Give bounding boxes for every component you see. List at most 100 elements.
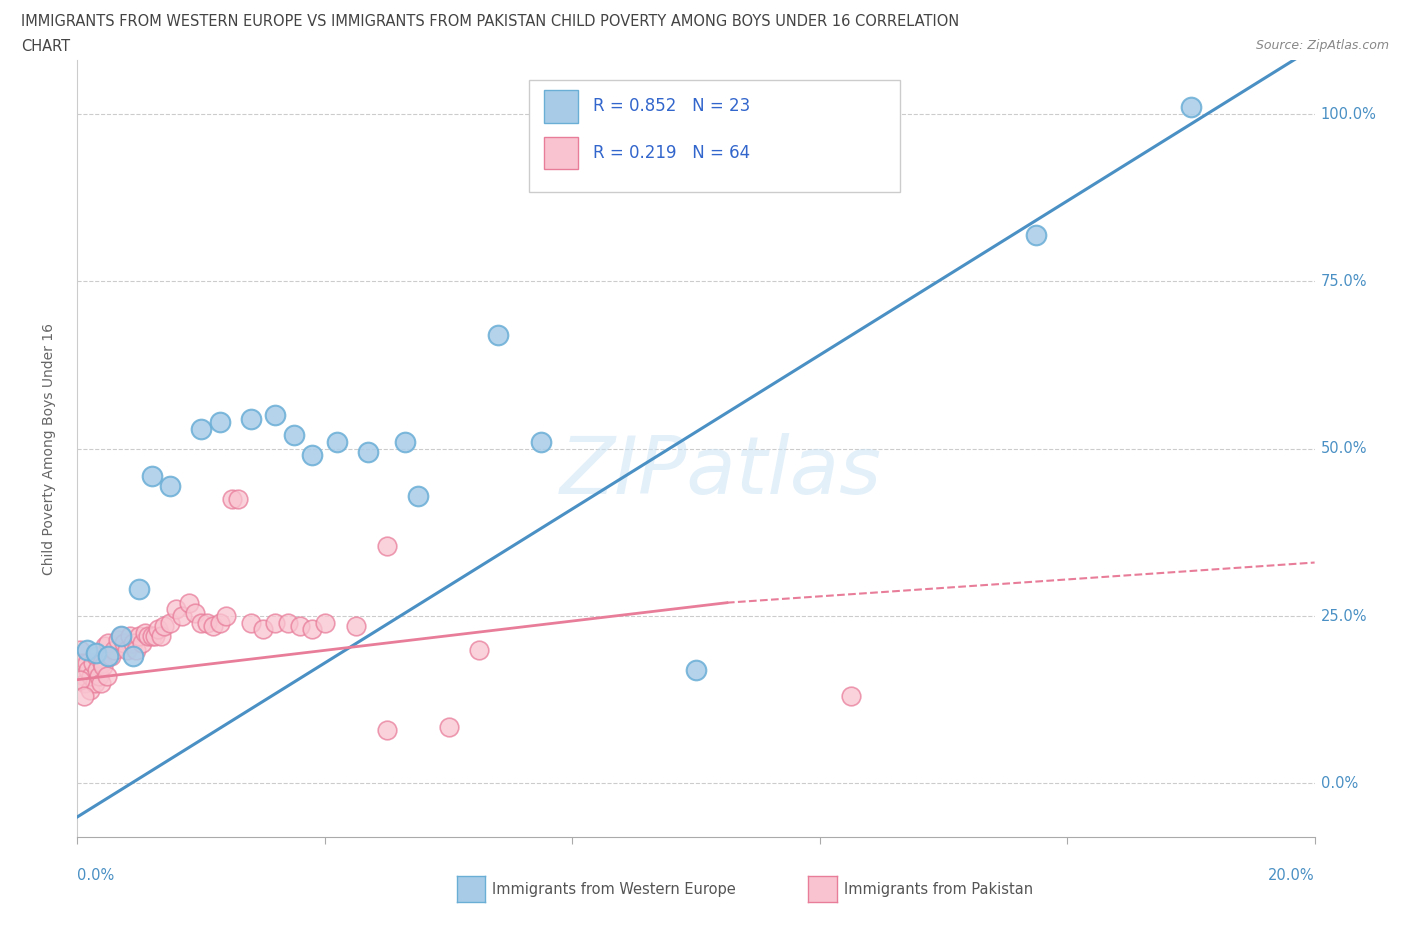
Point <box>84 645 107 660</box>
Y-axis label: Child Poverty Among Boys Under 16: Child Poverty Among Boys Under 16 <box>42 323 56 575</box>
Point <box>110 629 132 644</box>
Point <box>97 635 120 650</box>
Point <box>76 642 98 657</box>
Text: 75.0%: 75.0% <box>1320 273 1367 289</box>
Point <box>226 491 249 506</box>
Text: 0.0%: 0.0% <box>1320 776 1358 790</box>
Point <box>468 642 491 657</box>
Point <box>125 642 148 657</box>
Point <box>77 662 100 677</box>
Point <box>375 538 398 553</box>
Point <box>80 669 103 684</box>
Point <box>530 434 553 449</box>
Text: 50.0%: 50.0% <box>1320 441 1367 457</box>
Point <box>138 629 160 644</box>
Point <box>103 642 125 657</box>
Point <box>839 689 862 704</box>
FancyBboxPatch shape <box>544 137 578 169</box>
Point <box>314 616 336 631</box>
Point <box>486 327 509 342</box>
Point <box>208 415 231 430</box>
Text: R = 0.852   N = 23: R = 0.852 N = 23 <box>593 98 751 115</box>
Text: Source: ZipAtlas.com: Source: ZipAtlas.com <box>1256 39 1389 52</box>
Point <box>190 616 212 631</box>
Point <box>394 434 416 449</box>
Point <box>96 669 118 684</box>
Text: 20.0%: 20.0% <box>1268 868 1315 883</box>
Point <box>208 616 231 631</box>
Point <box>277 616 299 631</box>
Point <box>141 468 163 483</box>
Point <box>110 629 132 644</box>
Point <box>146 622 169 637</box>
Point <box>437 719 460 734</box>
Point <box>97 649 120 664</box>
Text: Immigrants from Pakistan: Immigrants from Pakistan <box>844 882 1033 897</box>
Point <box>184 605 207 620</box>
Point <box>94 639 117 654</box>
Point <box>72 689 94 704</box>
Point <box>301 448 323 463</box>
Point <box>122 635 145 650</box>
Point <box>131 635 153 650</box>
Text: ZIPatlas: ZIPatlas <box>560 433 882 511</box>
Point <box>86 662 108 677</box>
Point <box>153 618 176 633</box>
Point <box>107 632 129 647</box>
Point <box>357 445 380 459</box>
Point <box>375 723 398 737</box>
Point <box>685 662 707 677</box>
Point <box>406 488 429 503</box>
Point <box>326 434 349 449</box>
Point <box>159 478 181 493</box>
Text: 0.0%: 0.0% <box>77 868 114 883</box>
Point <box>141 629 163 644</box>
Point <box>264 408 287 423</box>
Point <box>143 629 166 644</box>
Point <box>87 669 110 684</box>
FancyBboxPatch shape <box>529 80 900 193</box>
Point <box>91 658 114 673</box>
Point <box>83 675 105 690</box>
Point <box>128 629 150 644</box>
Point <box>84 649 107 664</box>
Point <box>215 608 238 623</box>
Point <box>72 669 94 684</box>
Point <box>69 642 91 657</box>
Point <box>82 656 104 671</box>
Text: 25.0%: 25.0% <box>1320 608 1367 624</box>
Point <box>149 629 172 644</box>
FancyBboxPatch shape <box>544 90 578 123</box>
Point <box>195 616 218 631</box>
Point <box>90 675 112 690</box>
Point <box>202 618 225 633</box>
Point <box>301 622 323 637</box>
Text: R = 0.219   N = 64: R = 0.219 N = 64 <box>593 144 751 162</box>
Point <box>177 595 200 610</box>
Point <box>73 675 96 690</box>
Text: CHART: CHART <box>21 39 70 54</box>
Text: IMMIGRANTS FROM WESTERN EUROPE VS IMMIGRANTS FROM PAKISTAN CHILD POVERTY AMONG B: IMMIGRANTS FROM WESTERN EUROPE VS IMMIGR… <box>21 14 959 29</box>
Point <box>122 649 145 664</box>
Point <box>134 625 156 640</box>
Point <box>112 635 135 650</box>
Point <box>190 421 212 436</box>
Point <box>1180 100 1202 114</box>
Point <box>72 656 94 671</box>
Point <box>1025 227 1047 242</box>
Point <box>118 629 141 644</box>
Point <box>172 608 194 623</box>
Point <box>100 649 122 664</box>
Point <box>69 672 91 687</box>
Point <box>91 656 114 671</box>
Text: 100.0%: 100.0% <box>1320 107 1376 122</box>
Point <box>221 491 243 506</box>
Point <box>264 616 287 631</box>
Point <box>128 582 150 597</box>
Point <box>288 618 311 633</box>
Point <box>283 428 305 443</box>
Point <box>165 602 187 617</box>
Point <box>239 616 262 631</box>
Point <box>239 411 262 426</box>
Point <box>115 642 138 657</box>
